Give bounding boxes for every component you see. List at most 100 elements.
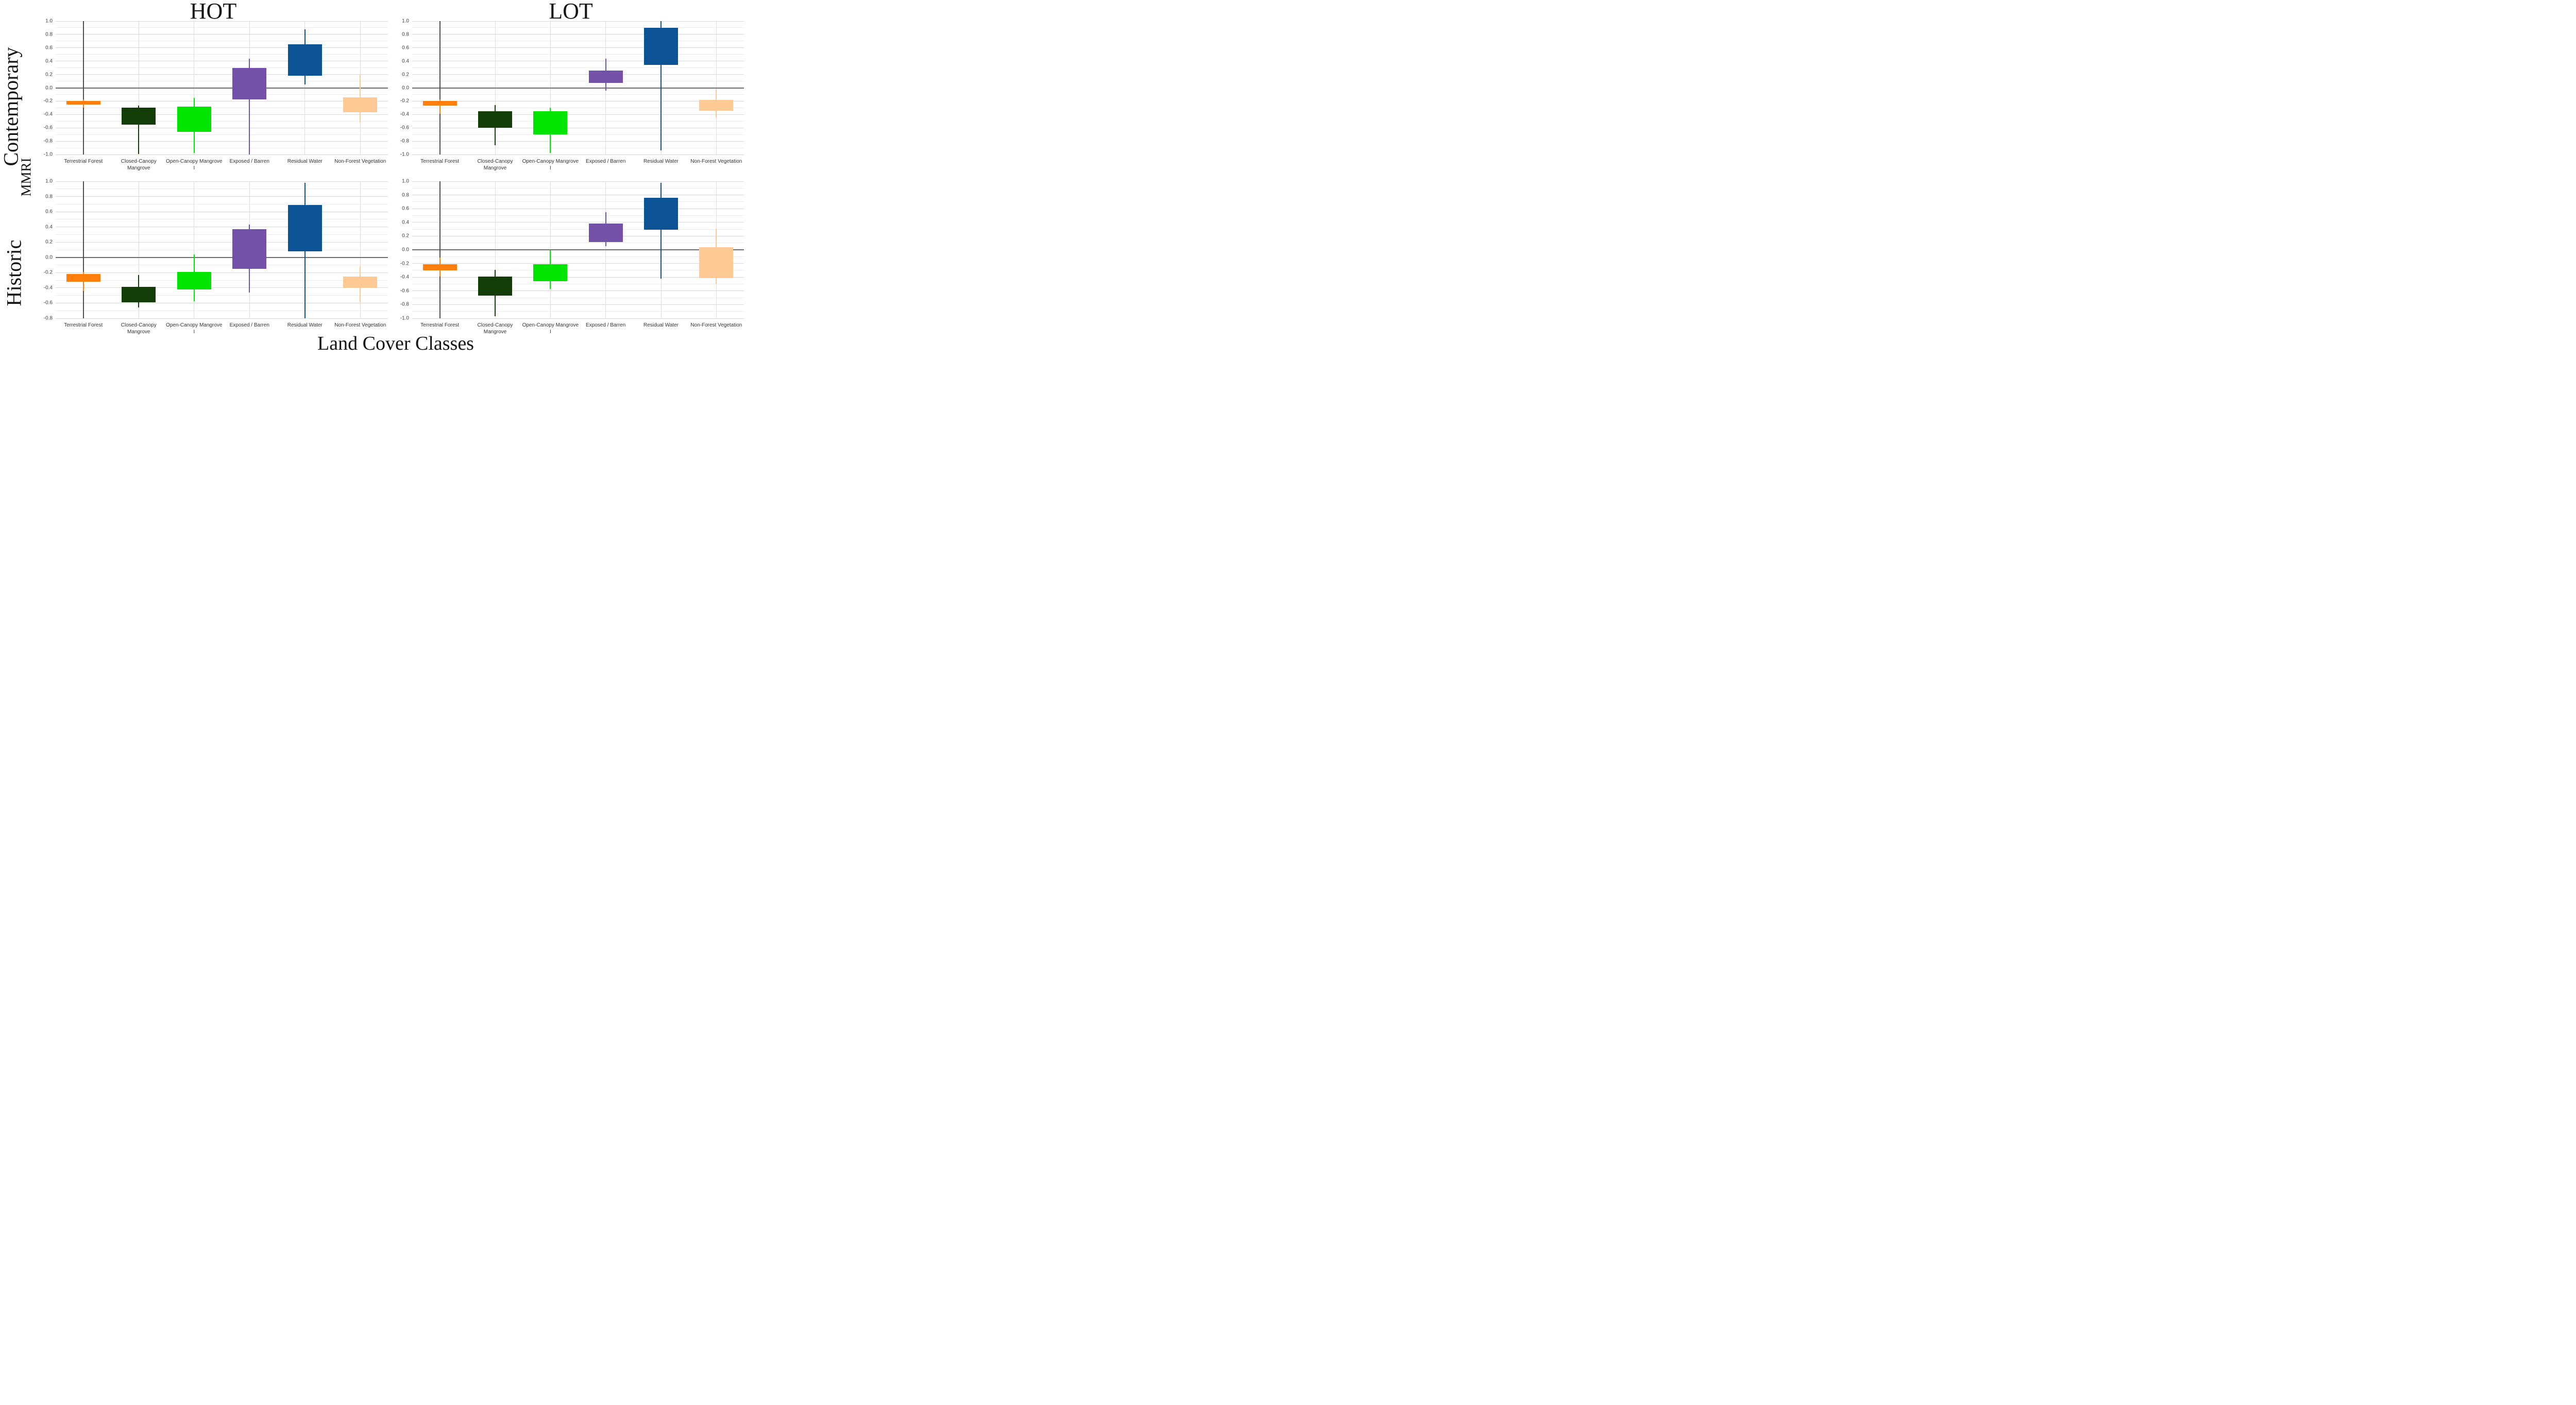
category-label: Non-Forest Vegetation [690, 322, 742, 328]
gridline [412, 277, 744, 278]
gridline [550, 21, 551, 155]
gridline [56, 272, 388, 273]
gridline [304, 181, 306, 318]
candlestick-whisker [605, 212, 606, 247]
candlestick-whisker [495, 269, 496, 316]
category-label: Residual Water [643, 322, 679, 328]
gridline [56, 234, 388, 235]
candlestick-box [343, 97, 378, 113]
zero-line [56, 87, 388, 89]
y-tick-label: 1.0 [402, 18, 409, 24]
gridline [412, 256, 744, 257]
gridline [412, 187, 744, 189]
category-label: Non-Forest Vegetation [334, 159, 386, 164]
category-label: Exposed / Barren [586, 159, 626, 164]
candlestick-box [66, 274, 100, 282]
y-tick-label: 0.4 [45, 58, 53, 64]
y-tick-label: -0.4 [400, 111, 409, 117]
y-tick-label: 1.0 [402, 178, 409, 184]
y-tick-label: -0.8 [400, 138, 409, 144]
y-tick-label: 0.6 [402, 45, 409, 51]
candlestick-whisker [716, 89, 717, 118]
category-label: Residual Water [643, 159, 679, 164]
category-label: Open-Canopy Mangrove I [522, 159, 579, 171]
terrestrial-forest-range-line [82, 21, 84, 155]
candlestick-box [533, 111, 568, 135]
row-label-contemporary: Contemporary [0, 47, 23, 166]
gridline [249, 181, 250, 318]
category-label: Exposed / Barren [586, 322, 626, 328]
gridline [550, 181, 551, 318]
y-tick-label: -1.0 [400, 151, 409, 158]
gridline [412, 134, 744, 135]
gridline [56, 67, 388, 68]
category-label: Terrestrial Forest [420, 322, 460, 328]
panel-lot-historic: 1.0 0.8 0.6 0.4 0.2 0.0 -0.2 -0.4 -0.6 -0.8 -1.0 Te… [0, 0, 747, 351]
gridline [412, 215, 744, 216]
gridline [412, 290, 744, 292]
gridline [660, 21, 662, 155]
zero-line [412, 249, 744, 250]
y-tick-label: 0.0 [402, 247, 409, 253]
gridline [412, 181, 744, 182]
gridline [56, 94, 388, 95]
candlestick-box [422, 264, 457, 270]
candlestick-box [122, 287, 156, 302]
gridline [56, 114, 388, 115]
y-tick-label: 0.4 [402, 219, 409, 226]
x-axis-title: Land Cover Classes [317, 333, 474, 351]
y-tick-label: 1.0 [45, 18, 53, 24]
candlestick-box [699, 99, 734, 111]
zero-line [412, 87, 744, 89]
category-label: Non-Forest Vegetation [334, 322, 386, 328]
candlestick-whisker [550, 108, 551, 153]
gridline [605, 21, 606, 155]
candlestick-box [588, 224, 623, 243]
y-tick-label: 0.0 [45, 85, 53, 91]
candlestick-box [643, 197, 678, 230]
gridline [412, 67, 744, 68]
column-title-hot: HOT [190, 0, 237, 24]
gridline [439, 21, 440, 155]
candlestick-whisker [660, 182, 662, 279]
candlestick-whisker [249, 225, 250, 293]
candlestick-box [122, 108, 156, 125]
category-label: Open-Canopy Mangrove I [522, 322, 579, 335]
gridline [56, 47, 388, 48]
y-tick-label: -0.4 [400, 274, 409, 280]
gridline [716, 181, 717, 318]
panel-hot-historic: 1.0 0.8 0.6 0.4 0.2 0.0 -0.2 -0.4 -0.6 -0.8 Terres… [0, 0, 747, 351]
candlestick-whisker [360, 266, 361, 302]
gridline [412, 94, 744, 95]
gridline [56, 181, 388, 182]
y-tick-label: -0.2 [400, 98, 409, 104]
y-tick-label: 0.2 [402, 233, 409, 239]
gridline [56, 134, 388, 135]
y-tick-label: 0.6 [45, 45, 53, 51]
candlestick-box [232, 67, 267, 99]
y-tick-label: -0.6 [43, 125, 53, 131]
y-axis-title: MMRI [18, 158, 34, 197]
y-tick-label: -0.6 [43, 300, 53, 306]
candlestick-whisker [439, 257, 440, 277]
terrestrial-forest-range-line [82, 181, 84, 318]
gridline [412, 114, 744, 115]
y-tick-label: 0.0 [45, 254, 53, 261]
candlestick-box [343, 276, 378, 288]
y-tick-label: -1.0 [43, 151, 53, 158]
candlestick-whisker [138, 106, 140, 154]
y-tick-label: 0.4 [45, 224, 53, 230]
candlestick-whisker [716, 228, 717, 284]
category-label: Closed-Canopy Mangrove [121, 159, 157, 171]
gridline [412, 141, 744, 142]
candlestick-whisker [82, 99, 84, 108]
candlestick-whisker [550, 250, 551, 289]
gridline [660, 181, 662, 318]
candlestick-box [699, 247, 734, 278]
y-tick-label: -0.8 [43, 138, 53, 144]
gridline [360, 181, 361, 318]
gridline [249, 21, 250, 155]
candlestick-box [287, 204, 322, 251]
candlestick-whisker [249, 58, 250, 155]
mmri-land-cover-figure: HOT LOT Contemporary MMRI Historic 1.0 0.… [0, 0, 747, 351]
